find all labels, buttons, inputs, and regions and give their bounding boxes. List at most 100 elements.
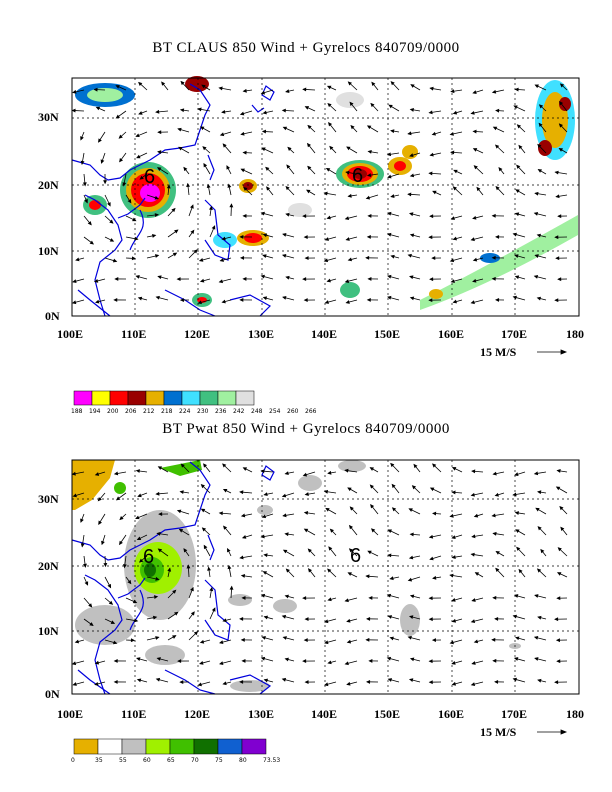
colorbar-label: 73.53	[263, 757, 280, 764]
cloud-cluster	[429, 289, 443, 299]
pwat-region	[400, 604, 420, 636]
wind-vector-head	[368, 658, 373, 663]
colorbar-swatch	[217, 738, 243, 755]
panel2-xtick: 110E	[121, 707, 146, 721]
wind-vector-head	[262, 296, 268, 301]
panel1-gyre-label: 6	[352, 165, 363, 187]
wind-vector-head	[152, 234, 157, 238]
wind-vector-head	[555, 194, 560, 199]
wind-vector-head	[514, 254, 519, 258]
colorbar-label: 35	[95, 757, 103, 764]
wind-vector-head	[135, 275, 140, 279]
wind-vector-head	[325, 167, 331, 172]
wind-vector-head	[349, 101, 354, 106]
wind-vector-head	[198, 258, 204, 262]
panel1-xtick: 140E	[311, 327, 337, 341]
wind-vector-head	[263, 492, 268, 497]
wind-vector-head	[304, 680, 309, 685]
wind-vector-head	[72, 279, 77, 284]
panel2-colorbar: 0 35 55 60 65 70 75 80 73.53	[71, 738, 280, 764]
wind-vector-head	[139, 175, 144, 180]
wind-vector-head	[451, 598, 456, 602]
wind-vector-head	[428, 680, 433, 685]
wind-vector-head	[347, 81, 352, 86]
wind-vector-head	[285, 185, 290, 191]
wind-vector-head	[221, 299, 226, 304]
colorbar-swatch	[109, 390, 129, 406]
wind-vector-head	[533, 636, 539, 640]
wind-vector-head	[344, 598, 349, 603]
wind-vector-head	[390, 462, 395, 468]
wind-vector-head	[130, 638, 135, 643]
wind-vector-head	[492, 658, 497, 663]
wind-vector-head	[174, 229, 179, 234]
wind-vector-head	[366, 679, 371, 684]
wind-vector-head	[303, 298, 308, 303]
panel2-ref-vector-label: 15 M/S	[480, 725, 517, 739]
wind-vector-head	[127, 579, 132, 585]
wind-vector-head	[155, 109, 160, 114]
panel2-grid	[72, 460, 579, 694]
wind-vector-head	[324, 682, 329, 687]
panel1-xticks: 100E 110E 120E 130E 140E 150E 160E 170E …	[57, 327, 584, 341]
wind-vector-head	[537, 169, 543, 173]
wind-vector-head	[472, 215, 477, 220]
colorbar-swatch	[91, 390, 111, 406]
wind-vector-head	[240, 131, 245, 136]
wind-vector-head	[166, 184, 171, 189]
wind-vector-head	[285, 212, 290, 217]
wind-vector-head	[494, 144, 500, 149]
wind-vector-head	[172, 589, 177, 594]
wind-vector-head	[557, 214, 562, 219]
pwat-region	[75, 605, 135, 645]
wind-vector-head	[119, 540, 123, 546]
wind-vector-head	[285, 89, 290, 94]
wind-vector-head	[473, 639, 479, 644]
wind-vector-head	[514, 472, 519, 477]
wind-vector-head	[387, 295, 392, 300]
colorbar-label: 254	[269, 408, 281, 415]
wind-vector-head	[307, 124, 312, 130]
wind-vector-head	[387, 274, 392, 279]
wind-vector-head	[470, 110, 475, 115]
wind-vector-head	[472, 278, 477, 283]
wind-vector-head	[167, 567, 172, 572]
wind-vector-head	[302, 472, 308, 477]
panel2-xtick: 130E	[248, 707, 274, 721]
cloud-band	[420, 215, 578, 310]
wind-vector-head	[197, 682, 202, 687]
wind-vector-head	[219, 132, 225, 137]
wind-vector-head	[390, 254, 395, 259]
wind-vector-head	[327, 597, 332, 602]
wind-vector-head	[366, 234, 371, 239]
wind-vector-head	[555, 256, 560, 261]
wind-vector-head	[451, 618, 457, 623]
wind-vector-head	[387, 615, 392, 619]
wind-vector-head	[470, 492, 475, 497]
panel2-pwat-fields	[72, 460, 521, 692]
wind-vector-head	[554, 298, 559, 303]
panel1-ytick: 10N	[38, 244, 59, 258]
wind-vector-head	[367, 149, 372, 154]
wind-vector-head	[239, 111, 245, 116]
wind-vector-head	[172, 635, 177, 639]
wind-vector-head	[281, 677, 287, 682]
colorbar-label: 206	[125, 408, 137, 415]
wind-vector-head	[453, 169, 458, 174]
wind-vector-head	[282, 296, 287, 300]
colorbar-label: 260	[287, 408, 299, 415]
wind-vector-head	[108, 600, 114, 605]
wind-vector-head	[156, 657, 161, 661]
colorbar-label: 248	[251, 408, 263, 415]
wind-vector-head	[263, 615, 268, 620]
wind-vector-head	[265, 166, 270, 171]
wind-vector-head	[72, 493, 77, 498]
wind-vector-head	[115, 85, 120, 89]
wind-vector-head	[94, 660, 100, 665]
wind-vector-head	[82, 182, 87, 187]
wind-vector-head	[171, 207, 176, 213]
wind-vector-head	[537, 678, 542, 683]
wind-vector-head	[536, 233, 541, 238]
panel2-coastlines	[71, 461, 275, 695]
wind-vector-head	[329, 528, 334, 533]
